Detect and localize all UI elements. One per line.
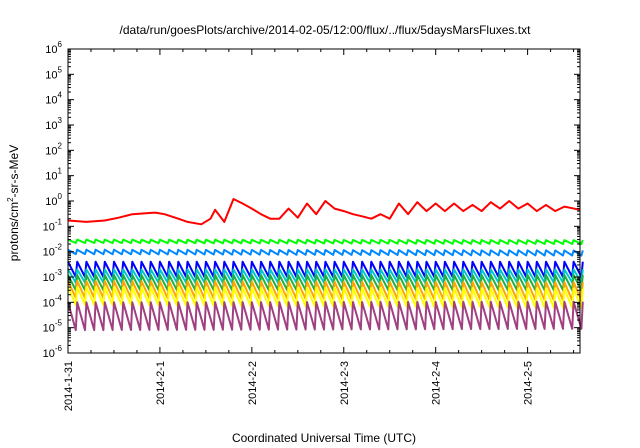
y-tick-label: 104 (45, 91, 62, 107)
y-axis-label-sup: 2 (6, 197, 15, 202)
x-tick-label: 2014-2-1 (155, 361, 167, 405)
x-axis-label: Coordinated Universal Time (UTC) (232, 431, 416, 445)
y-tick-label: 10-3 (43, 268, 63, 284)
y-tick-label: 10-4 (43, 293, 63, 309)
series-line-1 (67, 198, 581, 226)
series-line-8 (67, 286, 584, 309)
y-tick-label: 10-5 (43, 319, 63, 335)
y-tick-label: 101 (45, 167, 62, 183)
y-tick-label: 10-6 (43, 344, 63, 360)
y-tick-label: 100 (45, 192, 62, 208)
series-group (67, 198, 584, 332)
x-tick-label: 2014-2-4 (431, 361, 443, 405)
y-axis-label-rest: -sr-s-MeV (7, 145, 21, 198)
x-tick-label: 2014-2-2 (247, 361, 259, 405)
x-tick-label: 2014-1-31 (63, 361, 75, 411)
y-tick-label: 103 (45, 116, 62, 132)
y-axis-label-base: protons/cm (7, 202, 21, 261)
y-axis-label: protons/cm2-sr-s-MeV (6, 145, 21, 261)
x-tick-label: 2014-2-5 (523, 361, 535, 405)
y-axis-label-group: protons/cm2-sr-s-MeV (6, 145, 21, 261)
series-line-3 (67, 248, 584, 257)
series-line-2 (67, 238, 584, 245)
plot-frame (67, 48, 581, 354)
y-tick-label: 106 (45, 40, 62, 56)
series-line-9 (67, 300, 584, 332)
y-tick-label: 105 (45, 65, 62, 81)
chart-title: /data/run/goesPlots/archive/2014-02-05/1… (120, 23, 532, 37)
x-tick-label: 2014-2-3 (339, 361, 351, 405)
y-tick-label: 10-2 (43, 243, 63, 259)
y-tick-label: 102 (45, 141, 62, 157)
plot-area: 10-6 10-5 10-4 10-3 10-2 10-1 100 101 102 103 104 1… (43, 40, 584, 411)
y-tick-label: 10-1 (43, 217, 63, 233)
